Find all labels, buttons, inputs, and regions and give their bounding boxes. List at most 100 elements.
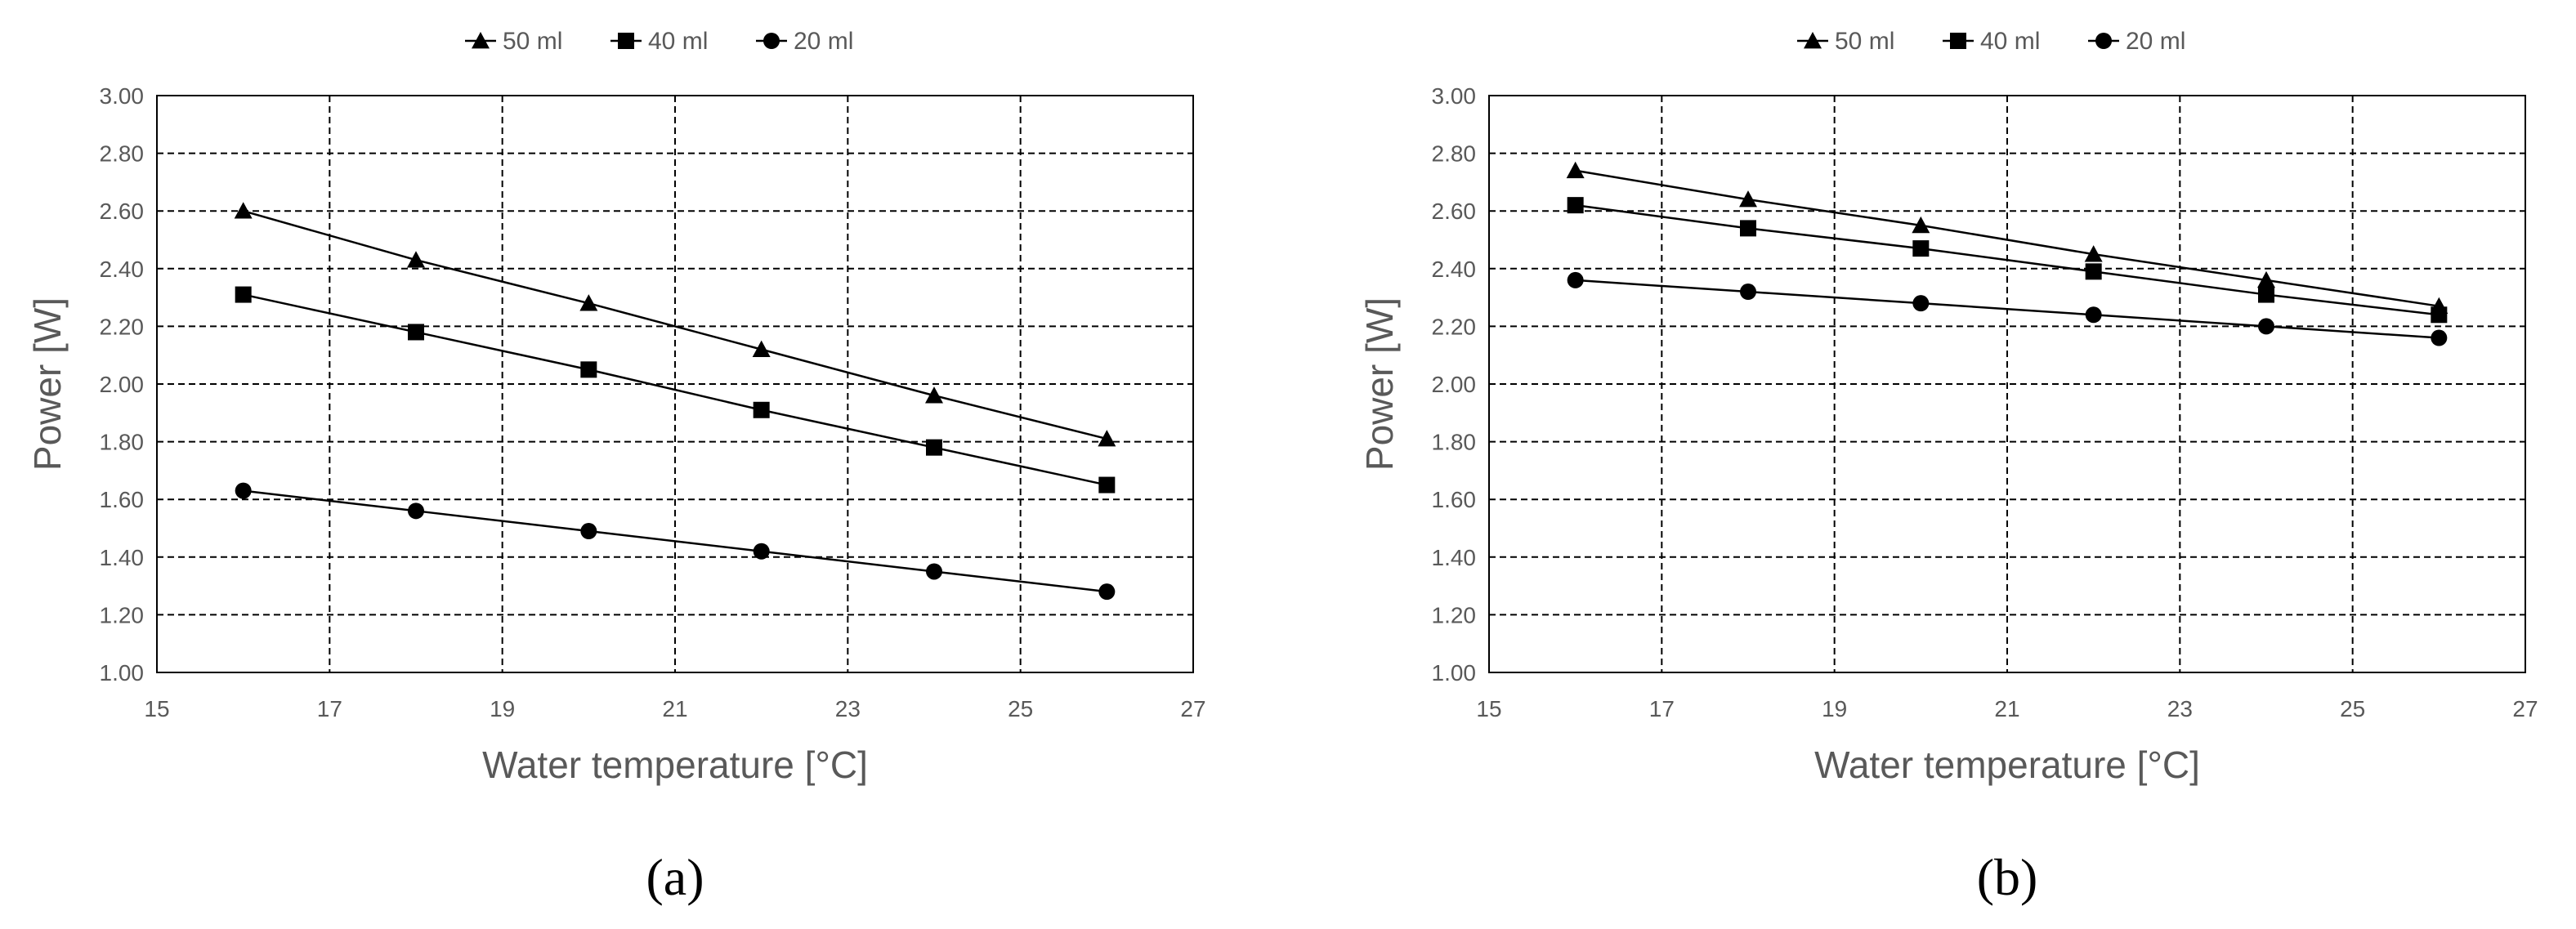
y-tick-label: 2.00 [1432,372,1477,397]
x-tick-label: 21 [662,696,687,721]
data-point [408,324,424,341]
data-point [407,251,425,268]
y-tick-label: 1.20 [100,602,145,628]
series-line [1575,203,2440,316]
data-point [1740,220,1756,237]
data-point [1912,240,1930,257]
series-line [1575,279,2440,339]
x-tick-label: 23 [835,696,861,721]
data-point [752,340,771,357]
data-point [2085,263,2102,280]
series-line [1575,169,2440,307]
y-tick-label: 1.80 [100,430,145,455]
data-point [925,386,943,404]
legend-marker [1804,32,1822,49]
chart-panel-b: 1.00 1.20 1.40 1.60 1.80 2.00 2.20 2.40 2.60 2.80… [1358,28,2538,906]
y-tick-label: 2.00 [100,372,145,397]
data-point [408,502,424,520]
data-point [2257,270,2275,288]
data-point [753,401,770,418]
legend-marker [472,32,490,49]
data-point [580,361,597,378]
x-tick-label: 27 [2512,696,2538,721]
legend-label: 40 ml [648,28,708,55]
y-tick-label: 1.40 [100,545,145,570]
x-tick-label: 25 [2340,696,2365,721]
panel-label: (b) [1977,848,2038,906]
legend-marker [763,33,780,49]
series-line [243,293,1107,486]
data-point [1098,476,1116,494]
x-tick-label: 19 [490,696,515,721]
y-tick-label: 2.40 [1432,257,1477,282]
x-tick-label: 15 [1476,696,1501,721]
data-point [1567,271,1584,288]
data-point [234,202,253,219]
y-tick-label: 2.20 [1432,314,1477,339]
y-tick-label: 2.80 [100,141,145,167]
x-tick-label: 27 [1180,696,1205,721]
legend-label: 50 ml [1835,28,1894,55]
series-40-ml [235,286,1116,494]
y-tick-label: 1.20 [1432,602,1477,628]
data-point [1098,430,1116,447]
legend-marker [2095,33,2112,49]
data-point [2258,318,2274,335]
legend-label: 20 ml [794,28,853,55]
data-point [753,543,770,560]
x-tick-label: 21 [1994,696,2019,721]
data-point [235,482,252,499]
y-tick-label: 1.00 [1432,660,1477,686]
data-point [235,286,252,303]
data-point [1739,190,1757,208]
series-20-ml [1567,271,2448,346]
y-tick-label: 1.80 [1432,430,1477,455]
legend: 50 ml 40 ml 20 ml [465,28,853,55]
y-tick-label: 2.80 [1432,141,1477,167]
y-axis-title: Power [W] [26,297,69,471]
legend: 50 ml 40 ml 20 ml [1797,28,2185,55]
x-axis-title: Water temperature [°C] [482,744,868,786]
legend-marker [618,33,634,49]
legend-label: 40 ml [1980,28,2040,55]
y-tick-label: 1.60 [1432,487,1477,512]
series-40-ml [1567,197,2448,324]
x-tick-label: 15 [144,696,169,721]
y-tick-label: 1.40 [1432,545,1477,570]
plot-area-frame [1488,95,2526,673]
x-tick-label: 17 [1649,696,1675,721]
x-tick-label: 23 [2167,696,2193,721]
data-point [2431,306,2448,324]
y-tick-label: 3.00 [1432,83,1477,109]
y-tick-label: 2.60 [1432,199,1477,224]
y-axis-title: Power [W] [1358,297,1401,471]
x-tick-label: 19 [1822,696,1847,721]
data-point [579,294,598,311]
x-tick-label: 25 [1008,696,1033,721]
data-point [1566,161,1585,179]
legend-marker [1950,33,1966,49]
data-point [1567,197,1584,214]
x-tick-label: 17 [317,696,342,721]
y-tick-label: 3.00 [100,83,145,109]
series-line [243,489,1107,593]
data-point [2431,329,2448,346]
x-axis-title: Water temperature [°C] [1814,744,2200,786]
data-point [1912,295,1930,312]
y-tick-label: 2.20 [100,314,145,339]
series-line [243,209,1107,440]
y-tick-label: 2.40 [100,257,145,282]
series-50-ml [234,202,1116,447]
data-point [2084,245,2103,262]
panel-label: (a) [646,848,704,906]
chart-panel-a: 1.00 1.20 1.40 1.60 1.80 2.00 2.20 2.40 2.60 2.80… [26,28,1206,906]
data-point [1740,284,1756,301]
data-point [2258,286,2274,303]
data-point [926,563,942,580]
y-tick-label: 2.60 [100,199,145,224]
y-tick-label: 1.00 [100,660,145,686]
series-20-ml [235,482,1116,601]
legend-label: 20 ml [2126,28,2185,55]
data-point [1912,216,1930,234]
